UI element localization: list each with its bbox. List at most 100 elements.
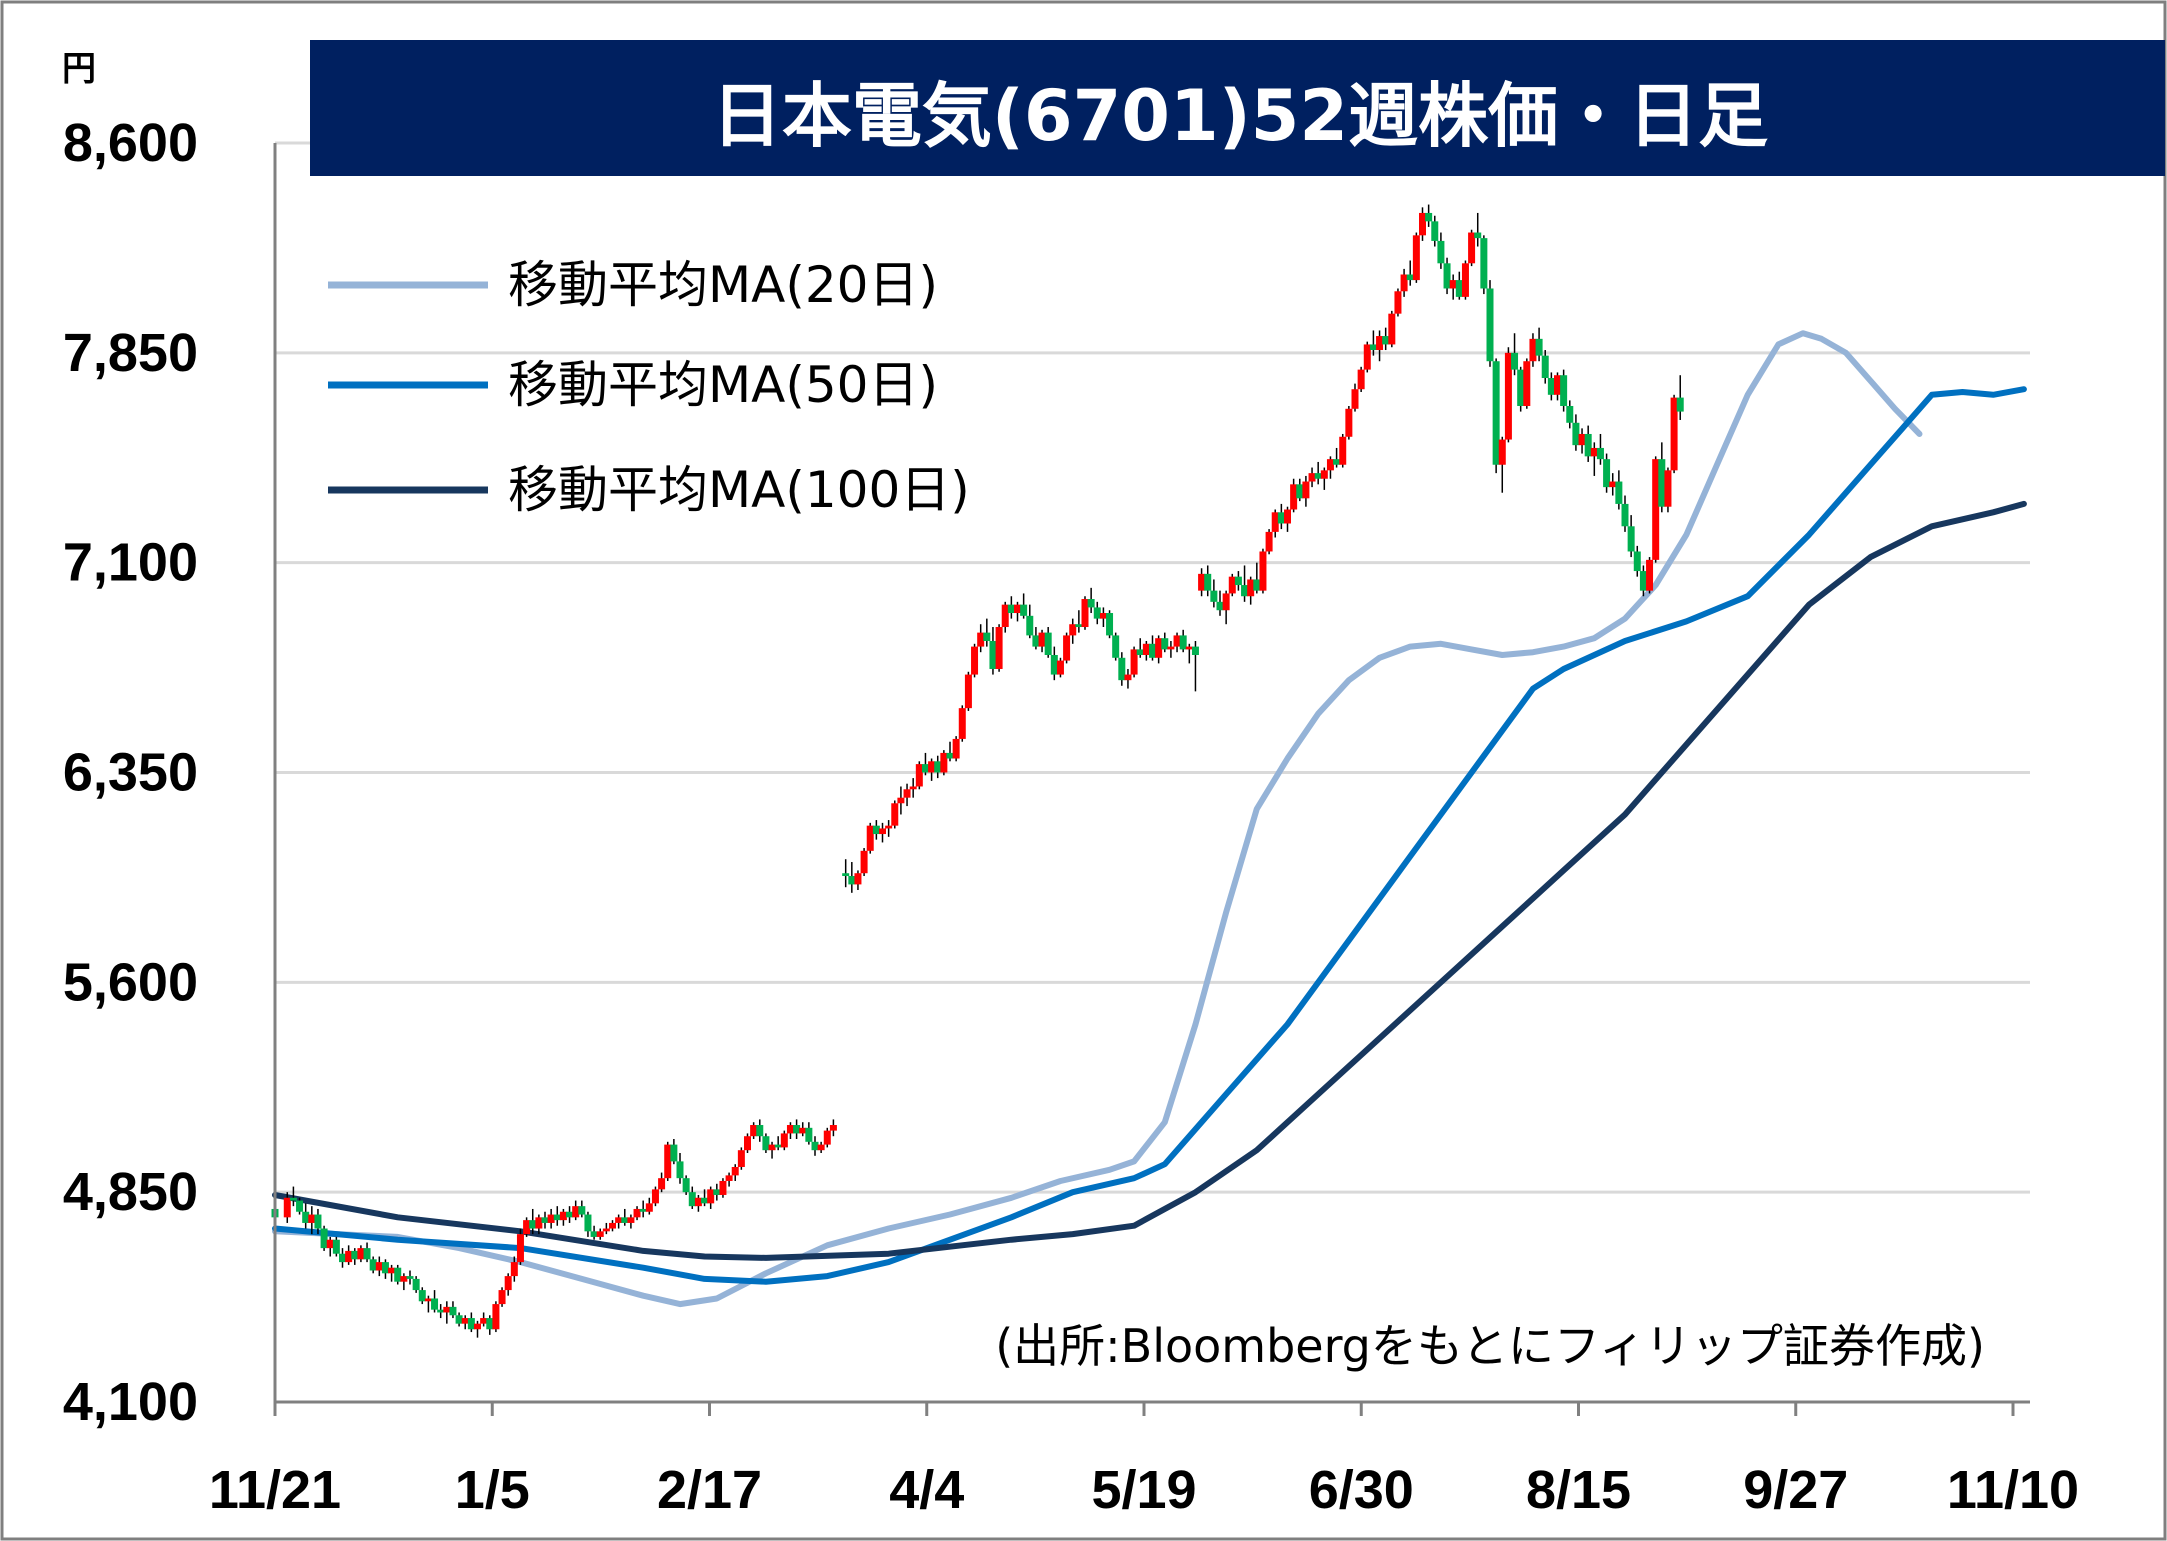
candle-body-up [750, 1125, 758, 1137]
candle-body-down [320, 1228, 328, 1249]
candle [1547, 372, 1555, 401]
candle [437, 1304, 445, 1319]
candle-body-up [498, 1290, 506, 1305]
candle [934, 755, 942, 779]
candle-body-up [903, 789, 911, 798]
candle-body-down [541, 1217, 549, 1223]
candle-body-down [289, 1197, 297, 1201]
candle [480, 1312, 488, 1327]
candle-body-up [971, 646, 979, 675]
candle-body-up [1468, 232, 1476, 264]
candle-body-down [934, 761, 942, 773]
candle-body-up [547, 1214, 555, 1223]
candle-body-up [633, 1208, 641, 1218]
candle [928, 758, 936, 781]
candle [737, 1147, 745, 1170]
candle-body-down [296, 1200, 304, 1212]
candle-body-up [1400, 274, 1408, 292]
candle [651, 1186, 659, 1207]
candle-body-up [461, 1318, 469, 1324]
candle [431, 1290, 439, 1313]
candle [1578, 428, 1586, 454]
candle [559, 1208, 567, 1226]
candle [449, 1301, 457, 1319]
candle [1302, 475, 1310, 507]
candle-body-down [1112, 635, 1120, 658]
candle-body-up [977, 632, 985, 647]
candle [885, 820, 893, 837]
candle-body-up [1081, 599, 1089, 628]
candle-body-up [879, 828, 886, 835]
candle-body-down [1492, 361, 1500, 465]
candle-body-down [1106, 613, 1114, 636]
legend-label: 移動平均MA(50日) [508, 356, 938, 414]
candle-body-down [1615, 481, 1623, 504]
candle-body-up [480, 1318, 488, 1324]
candle-body-down [805, 1127, 813, 1142]
candle-body-down [1382, 336, 1390, 345]
candle [658, 1172, 666, 1193]
candle [1265, 529, 1273, 555]
candle [977, 624, 985, 653]
candle [302, 1203, 310, 1229]
candle-body-up [1099, 613, 1107, 619]
candle-body-down [369, 1259, 377, 1271]
candle-body-down [921, 764, 929, 773]
candle-body-up [940, 752, 948, 773]
candle [1468, 229, 1476, 267]
candle [1044, 627, 1052, 658]
candle-body-up [786, 1125, 794, 1134]
candle-body-up [1124, 674, 1132, 681]
candle [921, 752, 929, 776]
candle [1363, 341, 1371, 373]
candle [1277, 503, 1285, 530]
candle-body-down [1455, 280, 1463, 297]
candle-body-up [1461, 263, 1469, 297]
candle-body-down [1234, 576, 1242, 586]
x-tick-label: 11/10 [1947, 1460, 2079, 1520]
candle [1007, 596, 1015, 619]
source-note: (出所:Bloombergをもとにフィリップ証券作成) [995, 1319, 1985, 1373]
candle-body-down [1044, 632, 1052, 655]
candle [989, 627, 997, 675]
candle [381, 1259, 389, 1279]
candle [1130, 646, 1138, 678]
candle-body-up [823, 1130, 831, 1145]
candle-body-down [670, 1144, 678, 1162]
candle-body-down [1075, 624, 1083, 628]
candle [725, 1172, 733, 1187]
candle-body-down [762, 1136, 770, 1151]
candle-body-up [928, 761, 936, 773]
candle [1603, 453, 1611, 493]
candle-body-up [995, 627, 1003, 669]
candle-body-down [688, 1192, 696, 1207]
x-tick-label: 6/30 [1309, 1460, 1414, 1520]
candle [1087, 587, 1095, 614]
candle-body-up [1345, 408, 1353, 437]
candle [1425, 204, 1433, 227]
candle [1400, 268, 1408, 297]
candle [823, 1127, 831, 1148]
candle-body-up [694, 1197, 702, 1207]
candle [1222, 590, 1230, 625]
candle-body-up [645, 1203, 653, 1212]
candle [750, 1122, 758, 1140]
candle [731, 1164, 739, 1181]
candle-body-up [1247, 579, 1255, 597]
candle [308, 1206, 316, 1235]
candle [1639, 565, 1647, 597]
x-tick-label: 9/27 [1743, 1460, 1848, 1520]
candle-body-down [1474, 232, 1482, 239]
candle-body-up [1302, 481, 1310, 499]
candle [682, 1175, 690, 1195]
candle-body-down [1535, 338, 1543, 356]
candle [1474, 212, 1482, 247]
candle-body-up [615, 1217, 623, 1223]
candle [418, 1287, 426, 1305]
candle [891, 800, 899, 829]
candle-body-up [891, 803, 899, 826]
candle [1572, 414, 1580, 451]
candle-body-down [1161, 638, 1169, 650]
candle [842, 859, 850, 888]
candle [1038, 629, 1046, 653]
